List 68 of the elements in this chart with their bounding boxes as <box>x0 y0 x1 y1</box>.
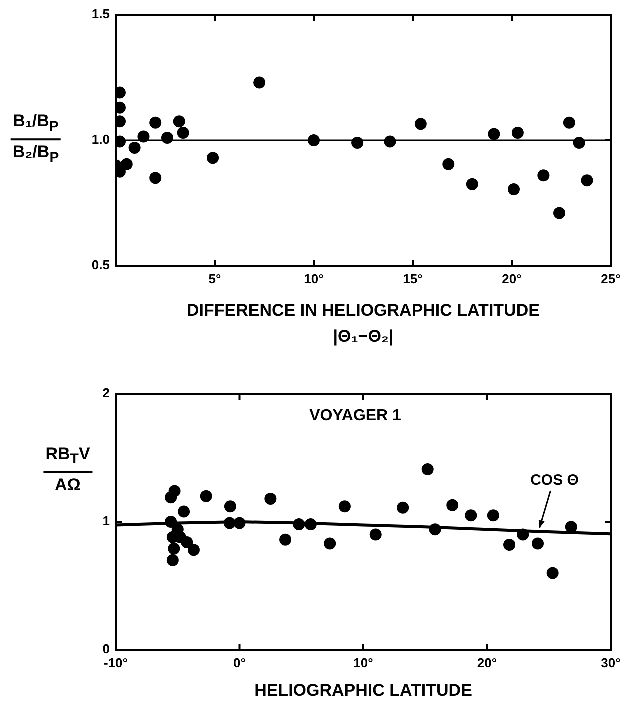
point <box>370 528 382 541</box>
point <box>563 116 576 129</box>
x-tick-label: 20° <box>477 655 498 670</box>
point <box>422 464 434 476</box>
x-axis-title: HELIOGRAPHIC LATITUDE <box>254 680 474 702</box>
text: VOYAGER 1 <box>310 407 402 424</box>
point <box>504 539 516 552</box>
point <box>178 506 190 518</box>
y-tick-label: 0.5 <box>92 258 110 273</box>
point <box>181 536 194 548</box>
point <box>442 158 455 170</box>
point <box>168 542 180 555</box>
point <box>488 128 500 140</box>
x-tick-label: 0° <box>234 655 246 670</box>
x-tick-label: 15° <box>403 271 423 286</box>
point <box>200 490 212 502</box>
point <box>446 499 459 512</box>
point <box>517 528 530 541</box>
point <box>429 524 442 536</box>
y-tick-label: 1.5 <box>92 6 110 22</box>
point <box>177 126 190 139</box>
point <box>207 152 220 164</box>
x-tick-label: 5° <box>208 271 222 286</box>
x-axis-title: DIFFERENCE IN HELIOGRAPHIC LATITUDE |Θ₁−Θ₂| <box>186 300 541 348</box>
x-tick-label: 25° <box>601 271 621 286</box>
y-tick-label: 1.0 <box>92 132 110 148</box>
y-axis-title: RB$_{T}$V AΩ <box>44 443 92 497</box>
point <box>166 554 179 566</box>
point <box>264 492 277 505</box>
point <box>466 178 478 190</box>
point <box>188 544 200 556</box>
point <box>150 116 162 129</box>
y-axis-title: B₁/B$_{P}$ B₂/B$_{P}$ <box>12 110 60 168</box>
point <box>538 170 550 182</box>
point <box>128 142 141 154</box>
point <box>324 538 336 550</box>
x-tick-label: 10° <box>354 655 374 670</box>
point <box>150 172 162 184</box>
point <box>414 118 427 130</box>
point <box>581 174 594 187</box>
x-tick-label: -10° <box>104 655 128 670</box>
point <box>224 517 236 530</box>
point <box>487 510 500 522</box>
point <box>293 518 306 531</box>
point <box>120 158 133 170</box>
point <box>280 534 292 546</box>
y-tick-label: 0 <box>102 642 110 657</box>
point <box>168 485 181 498</box>
y-tick-label: 1 <box>102 514 110 529</box>
point <box>554 207 566 220</box>
point <box>254 76 266 89</box>
annotation: COS Θ <box>530 472 580 490</box>
x-tick-label: 20° <box>502 271 522 286</box>
point <box>304 518 317 531</box>
point <box>173 116 186 128</box>
point <box>512 126 524 139</box>
point <box>546 567 559 580</box>
x-tick-label: 30° <box>601 655 621 670</box>
point <box>508 183 520 196</box>
point <box>224 500 236 513</box>
point <box>165 516 178 528</box>
point <box>234 517 246 530</box>
point <box>532 538 544 550</box>
y-tick-label: 2 <box>102 386 110 401</box>
point <box>465 510 478 522</box>
point <box>397 502 410 514</box>
point <box>338 500 351 513</box>
x-tick-label: 10° <box>304 271 324 286</box>
